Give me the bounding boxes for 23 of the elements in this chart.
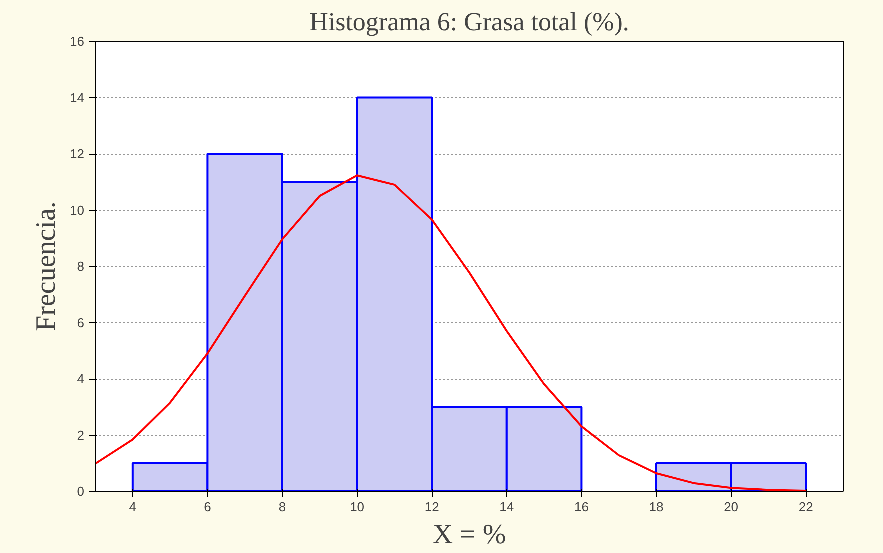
y-tick-label: 4 (77, 372, 85, 386)
y-tick-label: 8 (77, 259, 85, 274)
x-tick-label: 16 (574, 500, 589, 514)
x-tick-label: 18 (649, 500, 664, 514)
y-axis-title: Frecuencia. (31, 202, 62, 332)
chart-title: Histograma 6: Grasa total (%). (310, 8, 630, 36)
y-tick-label: 0 (77, 484, 85, 499)
x-tick-label: 14 (500, 500, 514, 514)
y-tick-label: 2 (77, 428, 85, 443)
x-axis-title: X = % (432, 520, 506, 550)
y-tick-label: 12 (70, 146, 85, 162)
y-tick-label: 6 (77, 315, 85, 330)
x-tick-label: 4 (129, 500, 137, 514)
y-tick-label: 16 (70, 34, 85, 49)
x-tick-label: 6 (204, 500, 212, 514)
x-tick-label: 20 (724, 500, 739, 514)
x-tick-label: 22 (798, 500, 814, 514)
x-tick-label: 8 (278, 500, 286, 514)
x-tick-label: 12 (424, 500, 440, 514)
x-tick-label: 10 (350, 500, 365, 514)
y-tick-label: 10 (70, 202, 85, 218)
y-tick-label: 14 (70, 90, 85, 106)
line-series (96, 174, 808, 492)
